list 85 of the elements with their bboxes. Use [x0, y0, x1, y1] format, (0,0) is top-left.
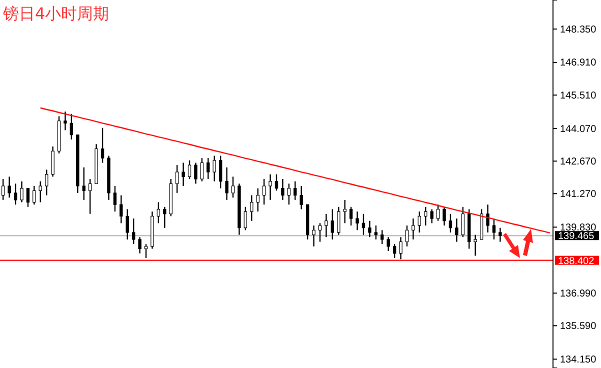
candlestick — [2, 178, 5, 201]
candlestick — [38, 180, 42, 203]
candlestick — [300, 185, 303, 210]
candlestick — [64, 110, 67, 131]
candlestick — [120, 194, 123, 224]
candlestick — [287, 183, 291, 206]
y-tick-label: 145.510 — [560, 90, 597, 102]
y-tick-label: 146.910 — [560, 58, 597, 69]
candlestick — [492, 218, 496, 240]
candlestick — [182, 162, 185, 187]
candlestick — [281, 178, 284, 201]
candlestick — [14, 183, 18, 206]
candlestick — [163, 206, 166, 228]
y-tick-label: 141.270 — [560, 188, 597, 200]
candlestick — [455, 218, 458, 242]
y-tick-label: 139.830 — [560, 222, 597, 234]
candlestick — [218, 155, 222, 189]
candlestick — [82, 166, 86, 201]
candlestick — [262, 178, 266, 206]
candlestick — [244, 206, 248, 231]
candlestick — [200, 157, 204, 182]
ref-line-label: 138.402 — [558, 256, 595, 267]
candlestick — [250, 194, 254, 222]
line-series — [40, 107, 550, 234]
candlestick — [448, 213, 452, 234]
candlestick — [268, 174, 272, 201]
chart-title: 镑日4小时周期 — [2, 4, 110, 23]
candlestick — [194, 162, 198, 184]
candlestick — [126, 208, 129, 240]
candlestick — [430, 208, 434, 224]
candlestick — [294, 180, 297, 201]
candlestick — [256, 188, 260, 212]
y-tick-label: 135.590 — [560, 320, 597, 332]
candlestick — [337, 206, 340, 236]
candlestick — [212, 155, 216, 182]
candlestick — [175, 164, 179, 194]
y-tick-label: 148.350 — [560, 24, 597, 36]
candlestick — [330, 208, 334, 240]
candlestick — [399, 236, 402, 260]
candlestick — [374, 224, 378, 240]
candlestick — [474, 234, 477, 256]
y-tick-label: 142.670 — [560, 156, 597, 168]
candlestick — [461, 206, 465, 238]
candlestick — [144, 243, 148, 259]
candlestick — [442, 206, 446, 226]
candlestick — [113, 185, 117, 212]
candlestick — [368, 220, 372, 238]
candlestick — [405, 224, 409, 248]
candlestick — [324, 213, 328, 238]
candlestick — [486, 204, 490, 234]
candlestick — [418, 210, 422, 234]
candlestick — [436, 204, 440, 222]
candlestick — [362, 213, 366, 236]
candlestick — [88, 178, 92, 214]
candlestick — [386, 236, 390, 252]
candlestick — [274, 174, 278, 192]
y-tick-label: 144.070 — [560, 124, 597, 135]
candlestick — [412, 218, 415, 240]
candlestick — [100, 127, 104, 164]
candlestick — [498, 227, 502, 242]
candlestick — [349, 206, 353, 226]
candlestick — [32, 185, 36, 206]
candlestick — [343, 199, 346, 224]
candlestick — [318, 222, 322, 242]
candlestick — [138, 236, 142, 254]
candlestick — [51, 146, 54, 178]
candlestick — [424, 206, 428, 226]
candlestick — [312, 224, 316, 248]
candlestick — [70, 113, 74, 140]
y-tick-label: 136.990 — [560, 288, 597, 300]
y-tick-label: 134.150 — [560, 354, 597, 366]
candlestick — [188, 160, 192, 180]
candlestick — [231, 176, 235, 198]
candlestick — [225, 166, 228, 201]
ref-line-label: 139.465 — [558, 231, 595, 242]
candlestick — [26, 188, 30, 208]
candlestick — [20, 180, 24, 203]
candlestick — [45, 169, 48, 196]
candlestick — [356, 210, 359, 231]
candlestick — [380, 230, 384, 245]
candlestick — [132, 218, 136, 245]
candlestick — [392, 243, 396, 259]
candlestick — [156, 202, 160, 224]
candlestick — [206, 157, 210, 180]
candlestick — [8, 176, 11, 198]
